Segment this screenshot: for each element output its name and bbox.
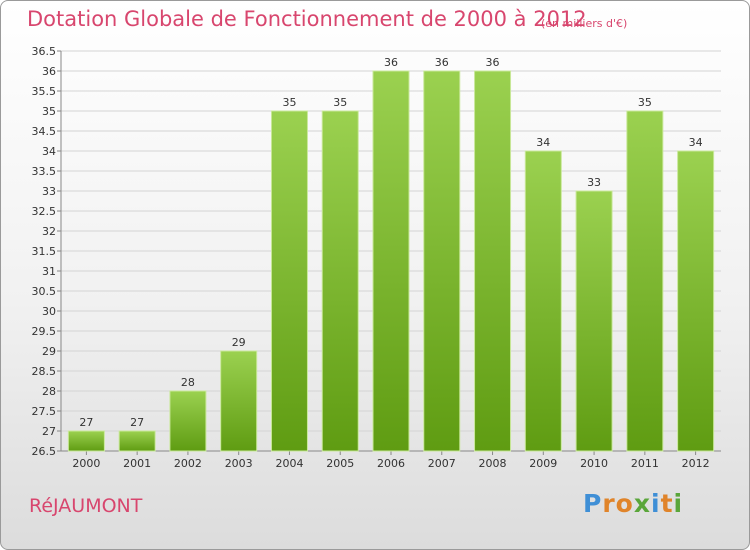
logo-letter: i bbox=[673, 489, 684, 518]
data-label: 36 bbox=[486, 56, 500, 69]
bars bbox=[67, 70, 715, 452]
x-tick-label: 2007 bbox=[428, 457, 456, 470]
y-tick-label: 35.5 bbox=[32, 85, 57, 98]
bar bbox=[220, 350, 258, 452]
bar bbox=[677, 150, 715, 452]
proxiti-logo: Proxiti bbox=[583, 489, 683, 518]
x-tick-label: 2001 bbox=[123, 457, 151, 470]
y-tick-label: 29.5 bbox=[32, 325, 57, 338]
data-label: 35 bbox=[333, 96, 347, 109]
y-tick-label: 32.5 bbox=[32, 205, 57, 218]
y-tick-label: 33 bbox=[42, 185, 56, 198]
logo-letter: t bbox=[660, 489, 674, 518]
y-tick-label: 34.5 bbox=[32, 125, 57, 138]
bar bbox=[118, 430, 156, 452]
y-tick-label: 35 bbox=[42, 105, 56, 118]
x-tick-label: 2009 bbox=[529, 457, 557, 470]
data-label: 34 bbox=[536, 136, 550, 149]
y-tick-label: 29 bbox=[42, 345, 56, 358]
bar bbox=[474, 70, 512, 452]
y-tick-label: 31 bbox=[42, 265, 56, 278]
bar bbox=[169, 390, 207, 452]
x-tick-label: 2006 bbox=[377, 457, 405, 470]
logo-letter: o bbox=[615, 489, 634, 518]
y-tick-label: 28 bbox=[42, 385, 56, 398]
logo-letter: i bbox=[651, 489, 661, 518]
bar bbox=[372, 70, 410, 452]
data-label: 29 bbox=[232, 336, 246, 349]
y-tick-label: 36 bbox=[42, 65, 56, 78]
y-tick-label: 31.5 bbox=[32, 245, 57, 258]
y-tick-label: 36.5 bbox=[32, 45, 57, 58]
y-tick-label: 34 bbox=[42, 145, 56, 158]
logo-letter: r bbox=[602, 489, 616, 518]
y-tick-label: 30 bbox=[42, 305, 56, 318]
x-tick-label: 2004 bbox=[275, 457, 303, 470]
y-tick-label: 26.5 bbox=[32, 445, 57, 458]
labels: 27 2000 27 2001 28 2002 29 2003 35 2004 35 2005 36 20… bbox=[72, 56, 709, 470]
logo-letter: x bbox=[633, 489, 651, 518]
data-label: 27 bbox=[79, 416, 93, 429]
data-label: 33 bbox=[587, 176, 601, 189]
x-tick-label: 2003 bbox=[225, 457, 253, 470]
x-tick-label: 2000 bbox=[72, 457, 100, 470]
x-tick-label: 2008 bbox=[479, 457, 507, 470]
data-label: 28 bbox=[181, 376, 195, 389]
unit-label: (en milliers d'€) bbox=[541, 17, 628, 30]
data-label: 36 bbox=[384, 56, 398, 69]
bar bbox=[575, 190, 613, 452]
x-tick-label: 2002 bbox=[174, 457, 202, 470]
bar bbox=[321, 110, 359, 452]
data-label: 35 bbox=[282, 96, 296, 109]
logo-letter: P bbox=[583, 489, 603, 518]
bar bbox=[270, 110, 308, 452]
x-tick-label: 2011 bbox=[631, 457, 659, 470]
chart-title: Dotation Globale de Fonctionnement de 20… bbox=[27, 7, 587, 31]
y-tick-label: 27.5 bbox=[32, 405, 57, 418]
bar bbox=[524, 150, 562, 452]
data-label: 34 bbox=[689, 136, 703, 149]
data-label: 36 bbox=[435, 56, 449, 69]
y-tick-label: 27 bbox=[42, 425, 56, 438]
bar bbox=[626, 110, 664, 452]
data-label: 35 bbox=[638, 96, 652, 109]
y-tick-label: 33.5 bbox=[32, 165, 57, 178]
x-tick-label: 2010 bbox=[580, 457, 608, 470]
x-tick-label: 2012 bbox=[682, 457, 710, 470]
bar bbox=[423, 70, 461, 452]
bar bbox=[67, 430, 105, 452]
y-tick-label: 30.5 bbox=[32, 285, 57, 298]
y-tick-label: 28.5 bbox=[32, 365, 57, 378]
data-label: 27 bbox=[130, 416, 144, 429]
y-tick-label: 32 bbox=[42, 225, 56, 238]
x-tick-label: 2005 bbox=[326, 457, 354, 470]
commune-name: RéJAUMONT bbox=[29, 495, 143, 517]
